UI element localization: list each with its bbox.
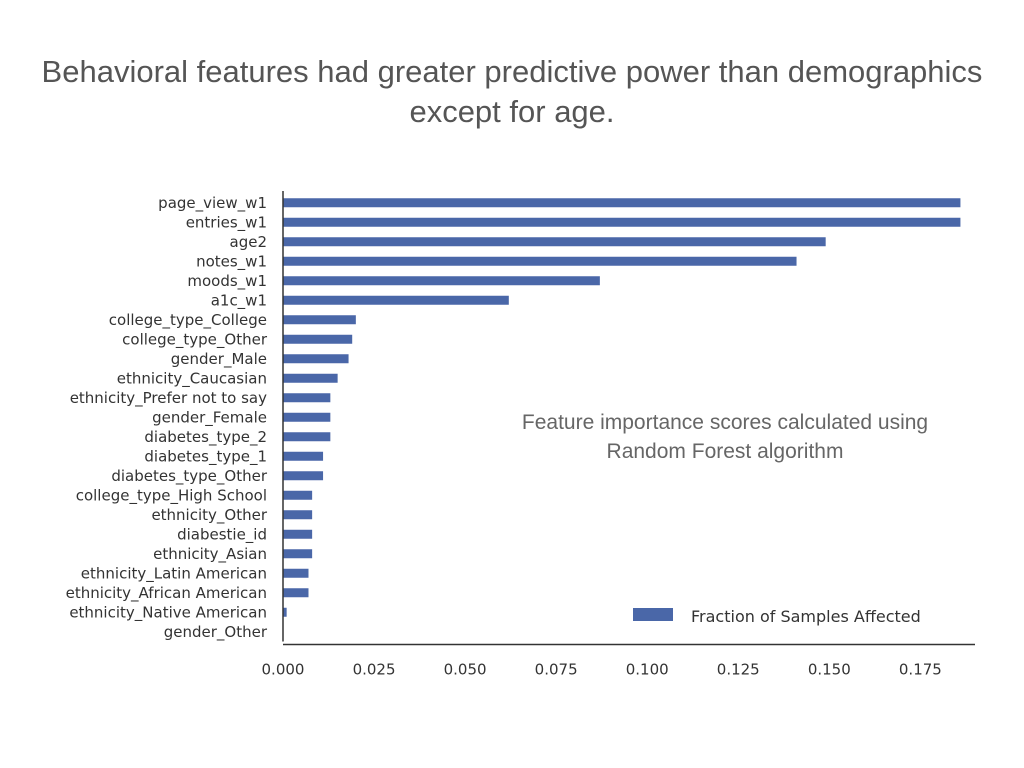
category-label-11: gender_Female — [152, 408, 267, 427]
x-tick-label-3: 0.075 — [535, 661, 578, 679]
bar-13 — [283, 451, 324, 461]
bar-2 — [283, 237, 826, 247]
annotation-line-2: Random Forest algorithm — [606, 440, 844, 463]
category-label-17: diabestie_id — [177, 525, 267, 544]
category-label-2: age2 — [230, 233, 268, 251]
bar-5 — [283, 295, 509, 305]
bar-19 — [283, 568, 309, 578]
bars-group — [283, 198, 961, 617]
category-label-13: diabetes_type_1 — [144, 447, 267, 466]
bar-10 — [283, 393, 331, 403]
category-label-19: ethnicity_Latin American — [81, 564, 267, 583]
x-tick-label-0: 0.000 — [262, 661, 305, 679]
category-label-14: diabetes_type_Other — [111, 467, 267, 486]
bar-16 — [283, 510, 313, 520]
x-tick-label-7: 0.175 — [899, 661, 942, 679]
category-label-5: a1c_w1 — [211, 291, 267, 310]
category-label-22: gender_Other — [164, 623, 268, 642]
bar-0 — [283, 198, 961, 208]
category-label-20: ethnicity_African American — [66, 584, 267, 603]
x-tick-label-6: 0.150 — [808, 661, 851, 679]
bar-15 — [283, 490, 313, 500]
x-tick-labels-group: 0.000 0.025 0.050 0.075 0.100 0.125 0.150 0.175 — [262, 661, 942, 679]
slide-title-line-2: except for age. — [409, 94, 615, 129]
category-label-0: page_view_w1 — [158, 194, 267, 213]
legend-swatch — [633, 608, 673, 621]
category-label-18: ethnicity_Asian — [153, 545, 267, 564]
bar-17 — [283, 529, 313, 539]
slide-title: Behavioral features had greater predicti… — [0, 52, 1024, 132]
category-label-4: moods_w1 — [187, 272, 267, 291]
category-label-16: ethnicity_Other — [151, 506, 267, 525]
bar-3 — [283, 256, 797, 266]
category-label-15: college_type_High School — [76, 486, 267, 505]
category-label-7: college_type_Other — [122, 330, 268, 349]
annotation-line-1: Feature importance scores calculated usi… — [521, 411, 929, 434]
category-label-8: gender_Male — [171, 350, 267, 369]
bar-20 — [283, 588, 309, 598]
category-label-10: ethnicity_Prefer not to say — [70, 389, 267, 408]
bar-14 — [283, 471, 324, 481]
category-label-1: entries_w1 — [186, 213, 267, 232]
x-tick-label-5: 0.125 — [717, 661, 760, 679]
bar-12 — [283, 432, 331, 442]
bar-8 — [283, 354, 349, 364]
x-tick-label-4: 0.100 — [626, 661, 669, 679]
category-labels-group: page_view_w1entries_w1age2notes_w1moods_… — [66, 194, 268, 642]
bar-9 — [283, 373, 338, 383]
bar-21 — [283, 607, 287, 617]
category-label-3: notes_w1 — [196, 252, 267, 271]
legend: Fraction of Samples Affected — [633, 607, 921, 626]
slide-title-line-1: Behavioral features had greater predicti… — [41, 54, 983, 89]
bar-1 — [283, 217, 961, 227]
x-tick-label-1: 0.025 — [353, 661, 396, 679]
category-label-6: college_type_College — [109, 311, 267, 330]
legend-label: Fraction of Samples Affected — [691, 607, 921, 626]
chart-annotation: Feature importance scores calculated usi… — [490, 408, 960, 466]
bar-6 — [283, 315, 356, 325]
category-label-9: ethnicity_Caucasian — [117, 369, 267, 388]
category-label-21: ethnicity_Native American — [69, 603, 267, 622]
bar-11 — [283, 412, 331, 422]
bar-18 — [283, 549, 313, 559]
category-label-12: diabetes_type_2 — [144, 428, 267, 447]
bar-7 — [283, 334, 353, 344]
bar-4 — [283, 276, 600, 286]
x-tick-label-2: 0.050 — [444, 661, 487, 679]
